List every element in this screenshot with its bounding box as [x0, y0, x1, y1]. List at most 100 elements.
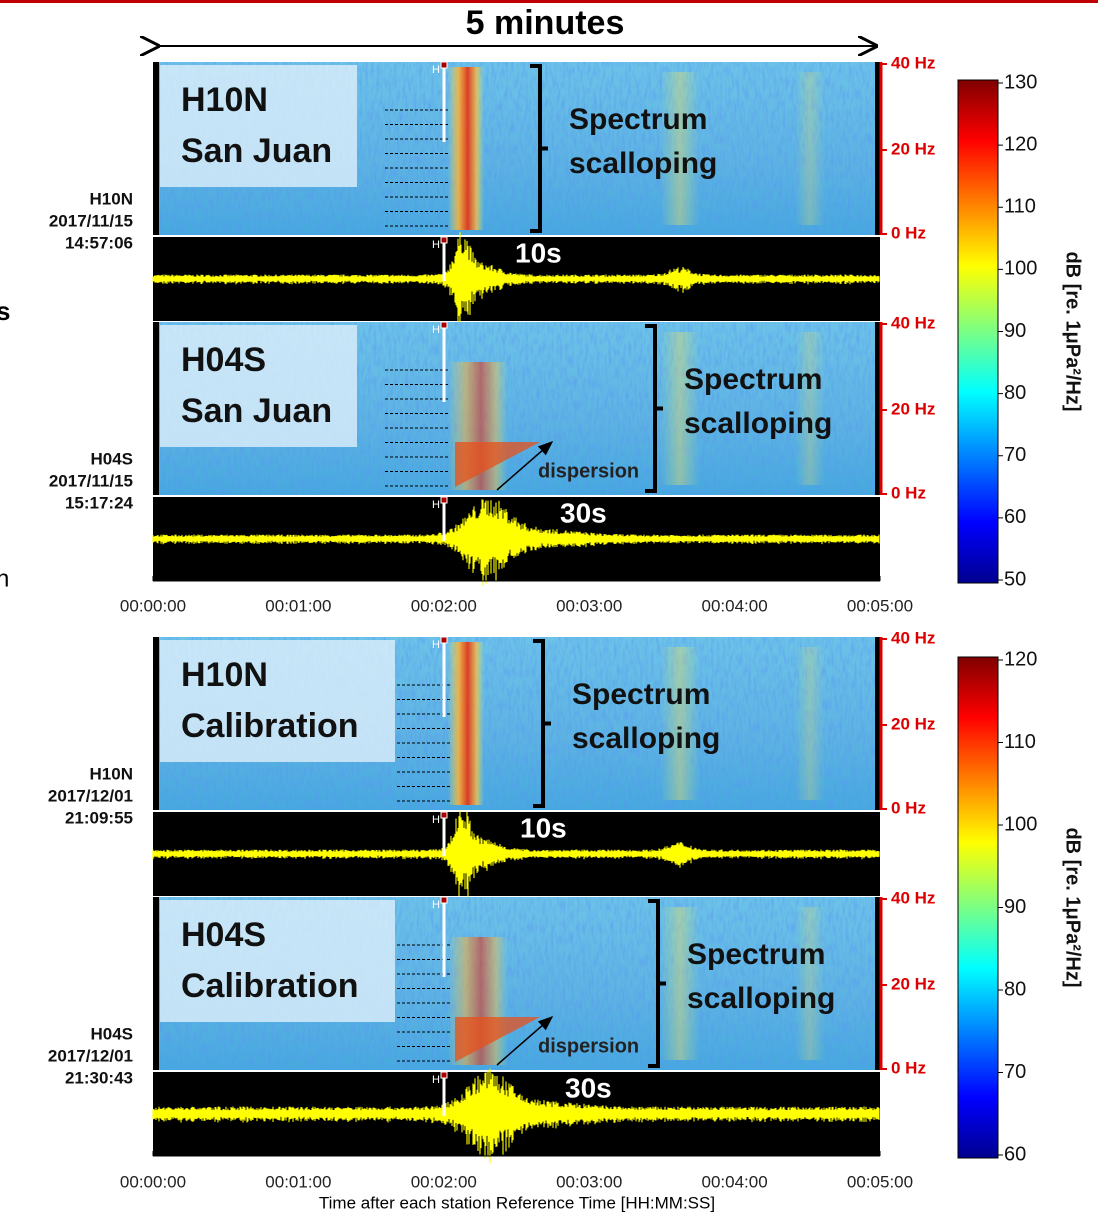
duration-label: 10s: [520, 812, 567, 843]
faint-stripe: [795, 907, 825, 1060]
label-box-line: H10N: [181, 656, 268, 694]
signal-stripe: [448, 67, 484, 230]
colorbar: [957, 79, 999, 584]
time-tick-label: 00:01:00: [265, 596, 331, 615]
bracket-label: scalloping: [569, 147, 717, 180]
time-tick-label: 00:02:00: [411, 1172, 477, 1191]
marker-label: H: [432, 639, 440, 651]
panel: H H04S Calibration Spectrum scalloping disper…: [48, 888, 935, 1164]
colorbar-tick-label: 80: [1004, 978, 1026, 1000]
freq-tick-label: 20 Hz: [891, 399, 935, 418]
panels: H H10N San Juan Spectrum scalloping 40 Hz 20 H…: [48, 53, 1084, 1191]
time-tick-label: 00:04:00: [702, 596, 768, 615]
waveform: [152, 232, 880, 328]
waveform: [152, 1068, 880, 1164]
station-time: 14:57:06: [65, 233, 133, 252]
station-date: 2017/11/15: [49, 471, 133, 490]
marker-label: H: [432, 324, 440, 336]
marker-square: [440, 61, 448, 69]
station-date: 2017/11/15: [49, 211, 133, 230]
faint-stripe: [795, 332, 825, 485]
colorbar-tick-label: 100: [1004, 813, 1037, 835]
station-time: 15:17:24: [65, 493, 134, 512]
faint-stripe: [660, 72, 700, 225]
freq-tick-label: 0 Hz: [891, 483, 926, 502]
right-edge: [875, 322, 880, 495]
faint-stripe: [795, 72, 825, 225]
freq-tick-label: 0 Hz: [891, 798, 926, 817]
panel: H H10N Calibration Spectrum scalloping 40 Hz 2…: [48, 628, 935, 899]
bracket-label: Spectrum: [572, 678, 710, 711]
label-box-line: San Juan: [181, 392, 332, 430]
freq-tick-label: 20 Hz: [891, 139, 935, 158]
freq-tick-label: 0 Hz: [891, 223, 926, 242]
station-date: 2017/12/01: [48, 1046, 133, 1065]
dispersion-band: [455, 442, 540, 487]
duration-title: 5 minutes: [466, 4, 625, 42]
left-edge: [153, 637, 159, 810]
station-time: 21:30:43: [65, 1068, 133, 1087]
colorbar-tick-label: 110: [1004, 196, 1036, 218]
colorbar-tick-label: 90: [1004, 896, 1026, 918]
label-box-line: Calibration: [181, 707, 359, 745]
marker-square: [440, 321, 448, 329]
colorbar: [957, 656, 999, 1159]
colorbar-tick-label: 120: [1004, 133, 1037, 155]
bracket: [645, 324, 663, 493]
waveform: [152, 499, 880, 586]
waveform: [152, 810, 880, 899]
freq-tick-label: 40 Hz: [891, 313, 935, 332]
dispersion-label: dispersion: [538, 1035, 639, 1057]
marker-square: [440, 896, 448, 904]
right-edge: [875, 897, 880, 1070]
station-time: 21:09:55: [65, 808, 133, 827]
label-box: [160, 325, 357, 447]
left-edge: [153, 62, 159, 235]
faint-stripe: [660, 332, 700, 485]
left-edge: [153, 897, 159, 1070]
panel: H H10N San Juan Spectrum scalloping 40 Hz 20 H…: [49, 53, 935, 328]
duration-label: 10s: [515, 237, 562, 268]
marker-label: H: [432, 64, 440, 76]
duration-label: 30s: [560, 497, 607, 528]
freq-tick-label: 40 Hz: [891, 888, 935, 907]
label-box-line: Calibration: [181, 967, 359, 1005]
faint-stripe: [795, 647, 825, 800]
station-station: H10N: [90, 189, 133, 208]
dispersion-arrow: [496, 441, 554, 491]
station-station: H04S: [90, 449, 133, 468]
bracket: [530, 64, 548, 233]
edge-text: n: [0, 565, 9, 592]
colorbar-tick-label: 110: [1004, 731, 1036, 753]
label-box: [160, 900, 395, 1022]
label-box: [160, 640, 395, 762]
bracket-label: Spectrum: [684, 363, 822, 396]
colorbar-tick-label: 60: [1004, 1143, 1026, 1165]
marker-label: H: [432, 499, 440, 511]
bracket: [648, 899, 666, 1068]
top-rule: [0, 0, 1098, 3]
colorbar-tick-label: 60: [1004, 506, 1026, 528]
colorbar-tick-label: 90: [1004, 320, 1026, 342]
x-axis-label: Time after each station Reference Time […: [319, 1193, 715, 1212]
edge-text: s: [0, 296, 10, 326]
bracket-label: scalloping: [687, 982, 835, 1015]
right-edge: [875, 637, 880, 810]
bracket-label: scalloping: [684, 407, 832, 440]
colorbar-tick-label: 130: [1004, 71, 1037, 93]
bracket-label: scalloping: [572, 722, 720, 755]
freq-tick-label: 40 Hz: [891, 628, 935, 647]
time-tick-label: 00:05:00: [847, 1172, 913, 1191]
label-box-line: San Juan: [181, 132, 332, 170]
freq-tick-label: 20 Hz: [891, 974, 935, 993]
colorbar-tick-label: 120: [1004, 648, 1037, 670]
panel: H H04S San Juan Spectrum scalloping dispersio…: [49, 313, 935, 586]
colorbar-tick-label: 50: [1004, 568, 1026, 590]
station-date: 2017/12/01: [48, 786, 133, 805]
time-tick-label: 00:05:00: [847, 596, 913, 615]
label-box-line: H10N: [181, 81, 268, 119]
duration-label: 30s: [565, 1072, 612, 1103]
freq-tick-label: 40 Hz: [891, 53, 935, 72]
dispersion-arrow: [496, 1016, 554, 1066]
station-station: H10N: [90, 764, 133, 783]
